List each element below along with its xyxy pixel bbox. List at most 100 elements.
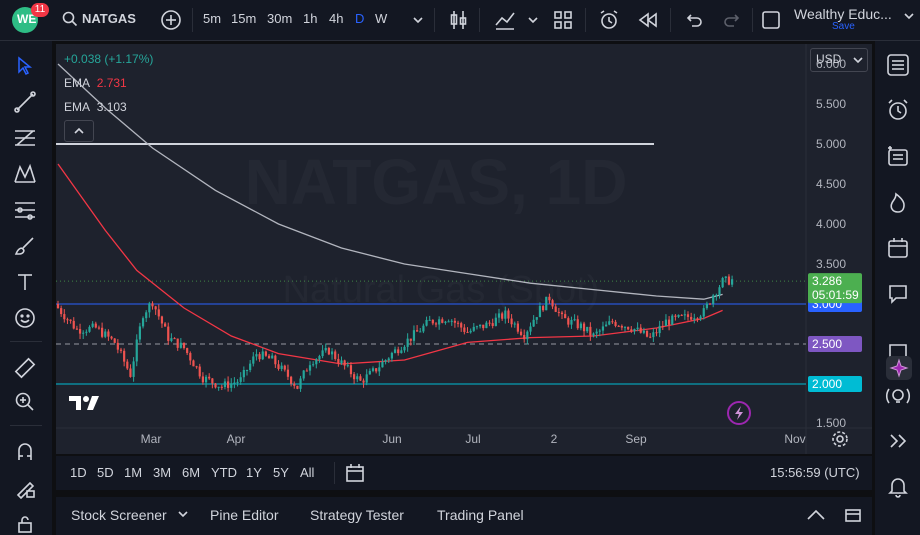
candle-body[interactable] (538, 306, 542, 318)
candle-body[interactable] (211, 378, 214, 384)
candle-body[interactable] (242, 370, 245, 378)
candle-body[interactable] (434, 323, 438, 325)
candle-body[interactable] (652, 332, 655, 338)
candle-body[interactable] (201, 376, 204, 383)
range-ytd[interactable]: YTD (211, 465, 237, 480)
range-5y[interactable]: 5Y (273, 465, 289, 480)
candle-body[interactable] (176, 338, 179, 348)
candle-body[interactable] (129, 368, 132, 377)
range-1y[interactable]: 1Y (246, 465, 262, 480)
candle-body[interactable] (330, 351, 334, 355)
candle-body[interactable] (513, 323, 516, 325)
candle-body[interactable] (274, 355, 277, 365)
candle-body[interactable] (286, 369, 290, 377)
candle-body[interactable] (686, 314, 690, 317)
candle-body[interactable] (721, 278, 724, 288)
cursor-icon[interactable] (14, 55, 36, 77)
candle-body[interactable] (145, 312, 148, 319)
candle-body[interactable] (497, 313, 501, 318)
ideas-icon[interactable] (886, 282, 910, 306)
candle-body[interactable] (712, 295, 715, 304)
layouts-icon[interactable] (553, 10, 573, 30)
candle-body[interactable] (151, 303, 154, 307)
candle-body[interactable] (636, 327, 639, 329)
data-window-icon[interactable] (886, 144, 910, 168)
candle-body[interactable] (649, 336, 652, 338)
candle-body[interactable] (204, 376, 208, 383)
candle-body[interactable] (299, 378, 302, 389)
candle-body[interactable] (249, 363, 252, 371)
candle-body[interactable] (674, 315, 677, 317)
candle-body[interactable] (66, 319, 69, 321)
candle-body[interactable] (589, 326, 592, 336)
alert-icon[interactable] (598, 9, 620, 31)
interval-5m[interactable]: 5m (203, 11, 222, 26)
candle-body[interactable] (252, 356, 255, 364)
candle-body[interactable] (397, 349, 400, 354)
candle-body[interactable] (72, 320, 75, 329)
candle-body[interactable] (56, 304, 60, 309)
magnet-icon[interactable] (14, 441, 36, 463)
candle-body[interactable] (214, 383, 217, 388)
candle-body[interactable] (236, 381, 239, 383)
candle-body[interactable] (450, 320, 453, 322)
candle-body[interactable] (94, 323, 97, 328)
candle-body[interactable] (192, 360, 195, 367)
candle-body[interactable] (368, 370, 371, 375)
candle-body[interactable] (217, 386, 220, 388)
candle-body[interactable] (677, 314, 680, 317)
candle-body[interactable] (277, 364, 280, 369)
range-1d[interactable]: 1D (70, 465, 87, 480)
candle-body[interactable] (491, 323, 494, 326)
candle-body[interactable] (390, 352, 393, 359)
candle-body[interactable] (97, 327, 101, 329)
candle-body[interactable] (501, 313, 504, 319)
candle-body[interactable] (696, 318, 699, 320)
alarm-clock-icon[interactable] (886, 98, 910, 122)
fib-retracement-icon[interactable] (13, 127, 37, 149)
lightning-badge[interactable] (727, 401, 751, 425)
candle-body[interactable] (107, 331, 110, 337)
interval-w[interactable]: W (375, 11, 388, 26)
candle-body[interactable] (479, 324, 482, 327)
candle-body[interactable] (126, 361, 129, 369)
brush-icon[interactable] (13, 235, 37, 257)
legend-ema-fast[interactable]: EMA 2.731 (64, 76, 127, 90)
tab-stock-screener[interactable]: Stock Screener (71, 507, 189, 523)
fullscreen-icon[interactable] (761, 10, 781, 30)
interval-15m[interactable]: 15m (231, 11, 257, 26)
candle-body[interactable] (535, 317, 538, 320)
plot-area[interactable] (56, 44, 806, 428)
candle-body[interactable] (661, 325, 664, 327)
candle-body[interactable] (378, 367, 381, 372)
compare-add-icon[interactable] (160, 9, 182, 31)
candle-body[interactable] (189, 353, 192, 361)
candle-body[interactable] (494, 317, 497, 326)
candle-body[interactable] (135, 339, 138, 362)
candle-body[interactable] (658, 325, 661, 334)
emoji-icon[interactable] (14, 307, 36, 329)
candle-body[interactable] (403, 346, 406, 351)
chevron-down-icon[interactable] (903, 10, 915, 22)
candle-body[interactable] (302, 370, 305, 379)
candle-body[interactable] (582, 323, 586, 332)
candle-body[interactable] (488, 322, 491, 324)
range-5d[interactable]: 5D (97, 465, 114, 480)
zoom-in-icon[interactable] (14, 391, 36, 413)
candle-body[interactable] (731, 279, 734, 285)
candle-body[interactable] (592, 333, 595, 336)
candle-body[interactable] (460, 323, 463, 328)
candle-body[interactable] (245, 370, 249, 372)
candle-body[interactable] (69, 319, 72, 321)
candle-body[interactable] (293, 383, 296, 386)
candle-body[interactable] (157, 309, 160, 317)
candle-body[interactable] (337, 358, 340, 364)
candle-body[interactable] (63, 314, 66, 320)
candle-body[interactable] (88, 326, 91, 332)
candle-body[interactable] (400, 350, 403, 354)
candle-body[interactable] (715, 294, 718, 296)
candle-body[interactable] (627, 326, 630, 330)
go-to-date-icon[interactable] (344, 462, 366, 484)
legend-ema-slow[interactable]: EMA 3.103 (64, 100, 127, 114)
candle-body[interactable] (110, 336, 113, 339)
